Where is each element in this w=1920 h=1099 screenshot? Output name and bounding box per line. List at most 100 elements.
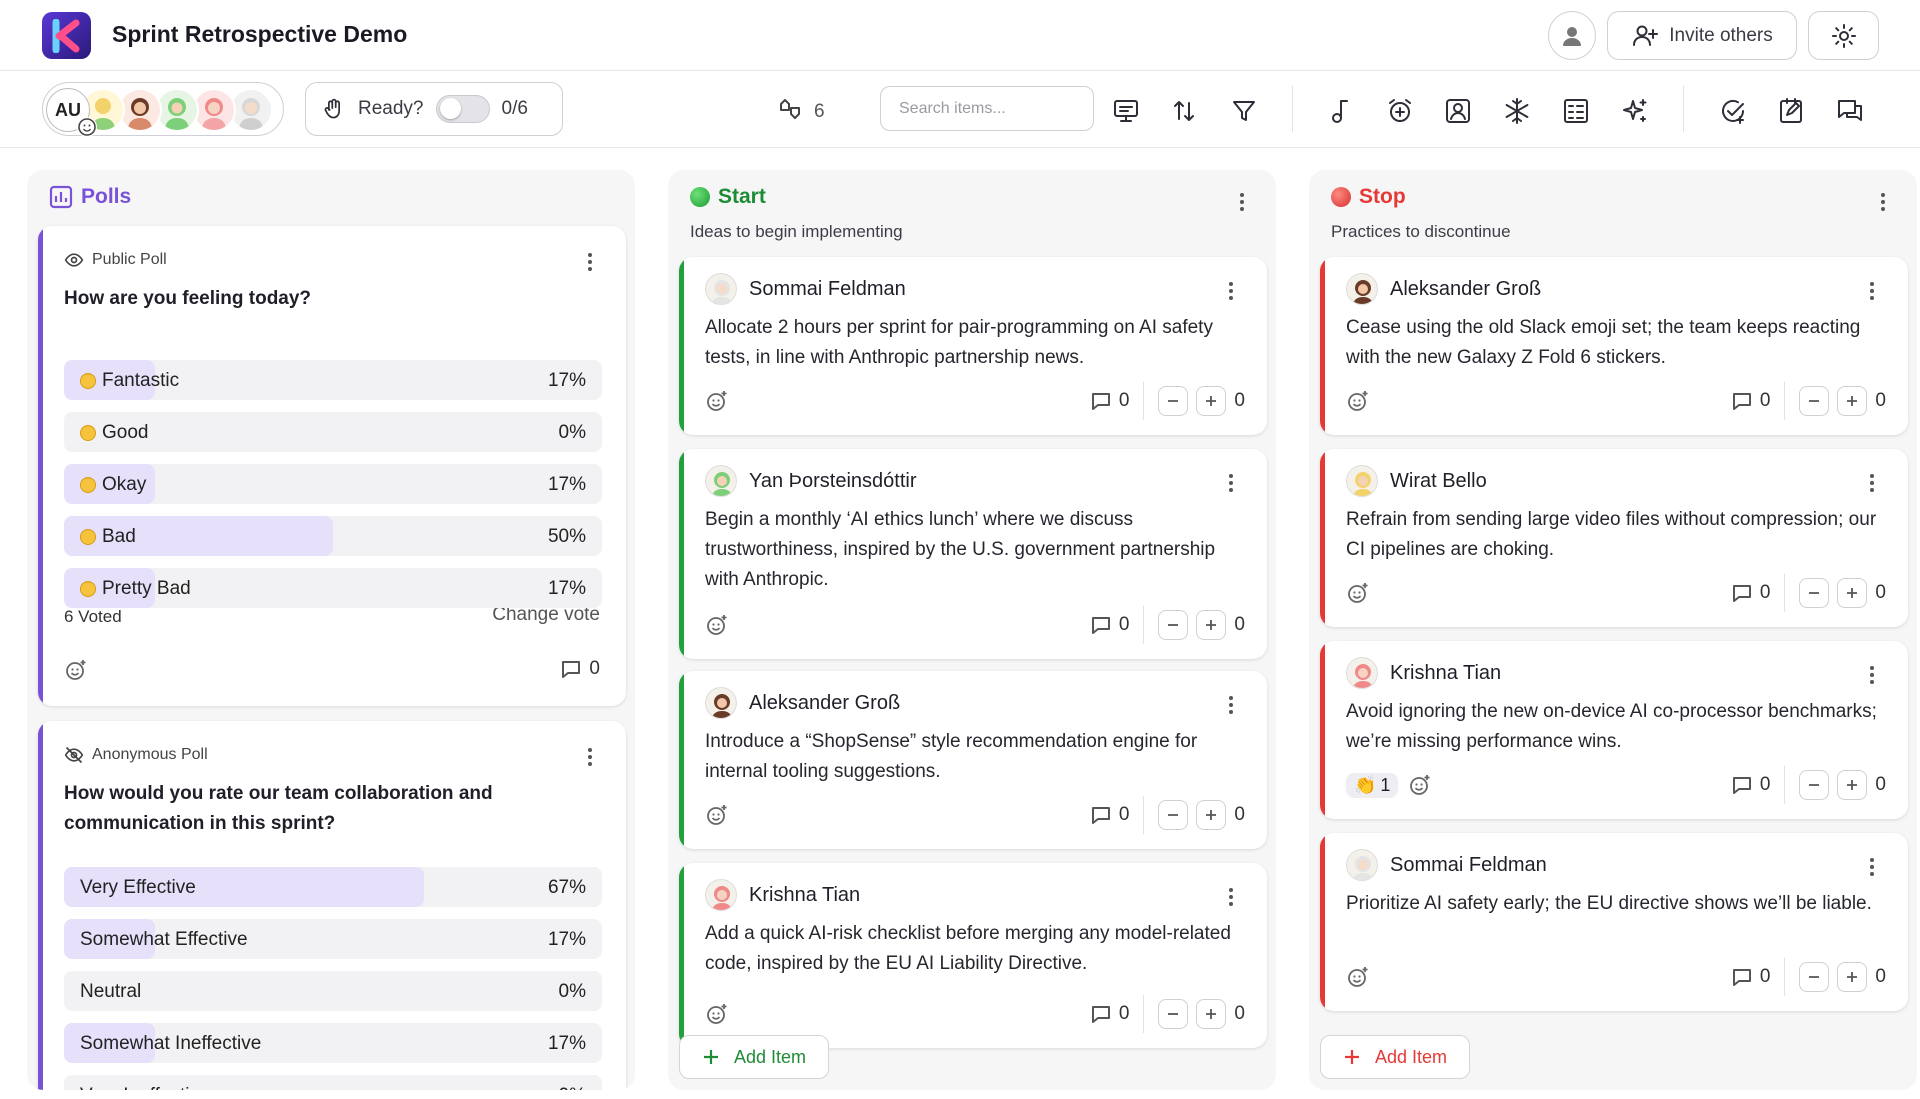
comment-icon[interactable] [1091,391,1111,411]
poll-option[interactable]: Fantastic 17% [64,360,602,400]
add-item-button[interactable]: Add Item [679,1035,830,1079]
presentation-button[interactable] [1109,94,1143,128]
vote-count[interactable]: 6 [778,98,825,126]
settings-button[interactable] [1808,11,1879,60]
poll-option[interactable]: Bad 50% [64,516,602,556]
retro-card[interactable]: Yan Þorsteinsdóttir Begin a monthly ‘AI e… [679,449,1267,659]
add-reaction-icon[interactable] [1346,389,1370,413]
poll-option[interactable]: Very Effective 67% [64,867,602,907]
upvote-button[interactable] [1196,386,1227,416]
downvote-button[interactable] [1799,962,1830,992]
column-menu-button[interactable] [1871,190,1895,214]
poll-option[interactable]: Pretty Bad 17% [64,568,602,608]
upvote-button[interactable] [1837,578,1868,608]
poll-option[interactable]: Okay 17% [64,464,602,504]
card-menu-button[interactable] [1860,855,1884,879]
poll-option-bar [64,867,425,907]
comment-icon[interactable] [1091,1004,1111,1024]
search-input[interactable] [880,86,1094,131]
upvote-button[interactable] [1837,962,1868,992]
poll-option-label: Very Effective [80,877,196,899]
poll-comments[interactable]: 0 [561,658,600,680]
profile-button[interactable] [1548,11,1596,60]
alarm-icon [1389,99,1411,122]
comment-icon[interactable] [1091,805,1111,825]
add-reaction-icon[interactable] [705,613,729,637]
vote-count: 0 [1875,966,1886,987]
retro-card[interactable]: Aleksander Groß Cease using the old Slack… [1320,257,1908,435]
upvote-button[interactable] [1196,999,1227,1029]
comment-icon[interactable] [1732,391,1752,411]
add-reaction-icon[interactable] [64,658,88,682]
current-user-avatar[interactable]: AU [46,88,90,132]
ai-button[interactable] [1618,94,1652,128]
smiley-add-icon[interactable] [77,117,97,137]
poll-option[interactable]: Somewhat Effective 17% [64,919,602,959]
board-toolbar: AU Ready? 0/6 6 [0,72,1920,148]
column-subtitle: Ideas to begin implementing [690,222,903,241]
card-author: Sommai Feldman [705,273,906,305]
portrait-button[interactable] [1441,94,1475,128]
upvote-button[interactable] [1837,770,1868,800]
upvote-button[interactable] [1196,800,1227,830]
add-reaction-icon[interactable] [1346,581,1370,605]
poll-option[interactable]: Neutral 0% [64,971,602,1011]
poll-option[interactable]: Very Ineffective 0% [64,1075,602,1090]
sort-button[interactable] [1167,94,1201,128]
card-menu-button[interactable] [1219,693,1243,717]
retro-card[interactable]: Sommai Feldman Prioritize AI safety early… [1320,833,1908,1011]
downvote-button[interactable] [1158,800,1189,830]
card-menu-button[interactable] [1219,471,1243,495]
start-title: Start [718,185,766,208]
add-reaction-icon[interactable] [705,803,729,827]
card-menu-button[interactable] [1860,663,1884,687]
comment-icon[interactable] [1091,615,1111,635]
reaction-badge[interactable]: 👏 1 [1346,772,1399,798]
add-reaction-icon[interactable] [705,1002,729,1026]
add-reaction-icon[interactable] [1408,773,1432,797]
downvote-button[interactable] [1799,386,1830,416]
add-reaction-icon[interactable] [705,389,729,413]
music-button[interactable] [1324,94,1358,128]
add-reaction-icon[interactable] [1346,965,1370,989]
poll-menu-button[interactable] [578,745,602,769]
notes-button[interactable] [1774,94,1808,128]
invite-others-button[interactable]: Invite others [1607,11,1797,60]
freeze-button[interactable] [1500,94,1534,128]
action-items-button[interactable] [1716,94,1750,128]
upvote-button[interactable] [1196,610,1227,640]
filter-button[interactable] [1227,94,1261,128]
participant-avatars[interactable]: AU [42,82,284,137]
retro-card[interactable]: Krishna Tian Add a quick AI-risk checklis… [679,863,1267,1048]
card-menu-button[interactable] [1219,885,1243,909]
card-menu-button[interactable] [1860,471,1884,495]
card-menu-button[interactable] [1860,279,1884,303]
avatar[interactable] [118,88,162,132]
comment-icon[interactable] [1732,967,1752,987]
retro-card[interactable]: Aleksander Groß Introduce a “ShopSense” s… [679,671,1267,849]
retro-card[interactable]: Sommai Feldman Allocate 2 hours per sprin… [679,257,1267,435]
retro-card[interactable]: Krishna Tian Avoid ignoring the new on-de… [1320,641,1908,819]
downvote-button[interactable] [1158,610,1189,640]
downvote-button[interactable] [1158,999,1189,1029]
downvote-button[interactable] [1799,578,1830,608]
chat-button[interactable] [1833,94,1867,128]
board-button[interactable] [1559,94,1593,128]
add-item-button[interactable]: Add Item [1320,1035,1471,1079]
change-vote-link[interactable]: Change vote [492,604,600,625]
retro-card[interactable]: Wirat Bello Refrain from sending large vi… [1320,449,1908,627]
poll-menu-button[interactable] [578,250,602,274]
card-menu-button[interactable] [1219,279,1243,303]
downvote-button[interactable] [1158,386,1189,416]
ready-toggle[interactable] [435,95,490,123]
comment-icon[interactable] [1732,583,1752,603]
avatar[interactable] [155,88,199,132]
timer-button[interactable] [1383,94,1417,128]
app-logo[interactable] [42,12,91,59]
upvote-button[interactable] [1837,386,1868,416]
poll-option[interactable]: Good 0% [64,412,602,452]
poll-option[interactable]: Somewhat Ineffective 17% [64,1023,602,1063]
column-menu-button[interactable] [1230,190,1254,214]
comment-icon[interactable] [1732,775,1752,795]
downvote-button[interactable] [1799,770,1830,800]
